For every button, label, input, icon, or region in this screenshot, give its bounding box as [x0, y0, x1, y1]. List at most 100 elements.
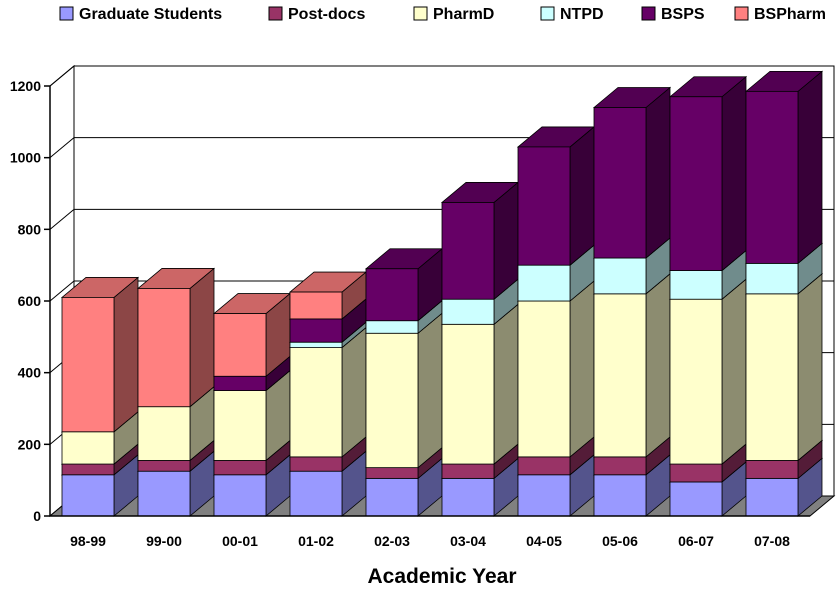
bar-front-face	[669, 481, 723, 517]
bar-front-face	[213, 390, 267, 461]
legend-item: PharmD	[413, 6, 494, 23]
bar-segment	[668, 278, 748, 465]
bar-front-face	[745, 477, 799, 517]
legend-label: BSPharm	[754, 6, 826, 23]
bar-segment	[440, 181, 520, 301]
bar-front-face	[669, 270, 723, 300]
bar-front-face	[517, 146, 571, 266]
bar-front-face	[213, 474, 267, 517]
bar-segment	[592, 272, 672, 458]
bar-front-face	[365, 268, 419, 322]
gridline-side	[49, 280, 75, 302]
bar-front-face	[441, 298, 495, 325]
y-tick-label: 200	[18, 436, 42, 452]
x-axis: 98-99 99-00 00-01 01-02 02-03 03-04 04-05 05-06…	[50, 515, 810, 549]
bar-front-face	[137, 288, 191, 408]
bar-front-face	[745, 90, 799, 264]
y-tick-label: 1200	[10, 78, 41, 94]
bar-side-face	[645, 272, 671, 458]
y-tick-label: 1000	[10, 150, 41, 166]
bar-side-face	[721, 278, 747, 465]
legend-label: Post-docs	[288, 6, 365, 23]
bar-front-face	[517, 300, 571, 458]
legend-item: NTPD	[540, 6, 604, 23]
bars	[60, 70, 824, 517]
y-axis: 0 200 400 600 800 1000 1200	[10, 78, 51, 524]
x-tick-label: 00-01	[222, 533, 258, 549]
bar-side-face	[569, 126, 595, 267]
bar-front-face	[289, 456, 343, 472]
legend-label: BSPS	[661, 6, 705, 23]
gridline-side	[49, 137, 75, 159]
legend-swatch	[59, 6, 74, 21]
legend-swatch	[268, 6, 283, 21]
bar-front-face	[289, 470, 343, 517]
bar-front-face	[745, 262, 799, 295]
bar-front-face	[593, 257, 647, 295]
bar-segment	[364, 312, 444, 469]
bar-front-face	[365, 320, 419, 334]
legend: Graduate Students Post-docs PharmD NTPD BSPS…	[59, 6, 826, 23]
x-tick-label: 07-08	[754, 533, 790, 549]
bar-front-face	[137, 470, 191, 517]
bar-side-face	[797, 272, 823, 462]
bar-segment	[668, 75, 748, 272]
bar-front-face	[441, 202, 495, 300]
bar-front-face	[289, 341, 343, 348]
legend-swatch	[540, 6, 555, 21]
bar-segment	[516, 280, 596, 458]
bar-front-face	[441, 463, 495, 479]
y-tick-label: 800	[18, 221, 42, 237]
legend-label: NTPD	[560, 6, 604, 23]
bar-front-face	[517, 456, 571, 476]
bar-front-face	[365, 477, 419, 517]
bar-front-face	[441, 323, 495, 465]
bar-side-face	[341, 326, 367, 458]
bar-front-face	[669, 298, 723, 465]
legend-item: Graduate Students	[59, 6, 222, 23]
y-tick-label: 600	[18, 293, 42, 309]
bar-side-face	[569, 280, 595, 458]
bar-front-face	[593, 456, 647, 476]
bar-front-face	[61, 297, 115, 433]
bar-segment	[288, 271, 368, 320]
bar-front-face	[289, 318, 343, 343]
bar-side-face	[721, 75, 747, 272]
x-tick-label: 06-07	[678, 533, 714, 549]
bar-segment	[288, 326, 368, 458]
legend-item: Post-docs	[268, 6, 365, 23]
bar-side-face	[113, 276, 139, 433]
legend-swatch	[734, 6, 749, 21]
gridline-side	[49, 65, 75, 87]
bar-front-face	[517, 264, 571, 302]
legend-label: PharmD	[433, 6, 494, 23]
bar-front-face	[137, 406, 191, 461]
bar-front-face	[365, 467, 419, 479]
bar-front-face	[593, 474, 647, 517]
x-tick-label: 01-02	[298, 533, 334, 549]
x-tick-label: 98-99	[70, 533, 106, 549]
bar-front-face	[669, 463, 723, 483]
bar-front-face	[289, 291, 343, 320]
bar-side-face	[493, 303, 519, 465]
bar-side-face	[645, 86, 671, 259]
bar-segment	[744, 70, 824, 265]
bar-segment	[136, 267, 216, 408]
bar-segment	[212, 292, 292, 378]
bar-segment	[440, 303, 520, 465]
x-tick-label: 99-00	[146, 533, 182, 549]
legend-swatch	[413, 6, 428, 21]
x-tick-label: 02-03	[374, 533, 410, 549]
bar-front-face	[137, 460, 191, 472]
y-tick-label: 0	[33, 508, 41, 524]
bar-segment	[516, 126, 596, 267]
bar-segment	[592, 86, 672, 259]
bar-front-face	[593, 293, 647, 458]
x-tick-label: 03-04	[450, 533, 486, 549]
bar-front-face	[213, 375, 267, 391]
legend-label: Graduate Students	[79, 6, 222, 23]
legend-item: BSPharm	[734, 6, 826, 23]
x-axis-title: Academic Year	[367, 565, 516, 588]
bar-front-face	[669, 96, 723, 271]
